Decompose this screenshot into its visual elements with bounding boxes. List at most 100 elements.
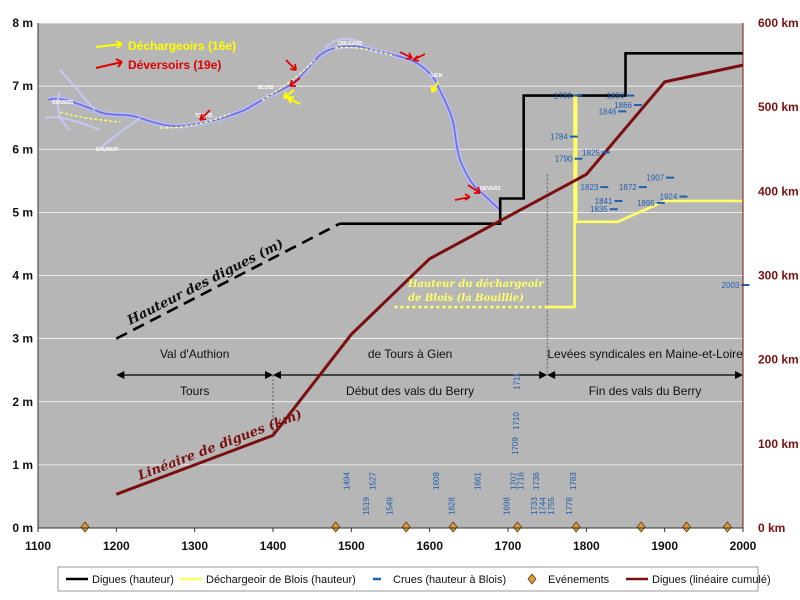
y-right-tick-label: 500 km — [758, 100, 799, 114]
event-marker-icon — [448, 521, 458, 533]
flood-year-label: 1866 — [614, 101, 632, 110]
map-tributaries — [44, 37, 361, 149]
flood-year-label: 1825 — [582, 148, 600, 157]
series-layer — [115, 52, 744, 496]
event-year-label: 1710 — [512, 412, 521, 430]
y-left-tick-label: 5 m — [12, 205, 33, 219]
event-year-label: 1549 — [386, 497, 395, 515]
x-tick-label: 1800 — [573, 539, 600, 553]
legend-label: Digues (linéaire cumulé) — [652, 574, 771, 586]
zone-band-2-arrow-right-icon — [735, 371, 743, 379]
event-marker-icon — [401, 521, 411, 533]
y-right-tick-label: 600 km — [758, 16, 799, 30]
legend-label: Evénements — [548, 574, 610, 586]
event-year-label: 1707 — [509, 472, 518, 490]
event-year-label: 1628 — [448, 497, 457, 515]
event-year-labels: 1494 1519 1527 1549 1608 1628 1661 1698 17071716… — [343, 372, 578, 515]
annotation-dechargeoir-line2: de Blois (la Bouillie) — [408, 293, 524, 304]
event-year-label: 1716 — [517, 472, 526, 490]
y-left-tick-label: 2 m — [12, 395, 33, 409]
map-red-arrows — [199, 51, 481, 201]
map-label-angers: ANGERS — [52, 100, 74, 106]
flood-year-label: 1789 — [554, 92, 572, 101]
legend-label: Digues (hauteur) — [92, 574, 174, 586]
x-tick-label: 1700 — [495, 539, 522, 553]
flood-year-label: 1823 — [581, 183, 599, 192]
y-left-tick-label: 4 m — [12, 269, 33, 283]
y-right-tick-label: 100 km — [758, 437, 799, 451]
y-left-tick-label: 1 m — [12, 458, 33, 472]
legend-items: Digues (hauteur) Déchargeoir de Blois (ha… — [66, 573, 771, 586]
event-year-label: 1736 — [532, 472, 541, 490]
x-tick-label: 1100 — [25, 539, 51, 553]
event-year-label: 1527 — [368, 472, 377, 490]
series-line-0 — [115, 222, 341, 340]
map-yellow-arrows — [283, 81, 439, 105]
event-year-label: 1709 — [511, 437, 520, 455]
flood-year-label: 1907 — [646, 174, 664, 183]
zone-band-2-arrow-left-icon — [547, 371, 556, 379]
event-marker-icon — [636, 521, 646, 533]
flood-year-label: 1856 — [606, 92, 624, 101]
zone-lower-label: Début des vals du Berry — [346, 384, 474, 398]
event-year-label: 1778 — [565, 497, 574, 515]
annotation-dechargeoir-line1: Hauteur du déchargeoir — [407, 279, 544, 290]
map-levee-highlights — [59, 46, 396, 129]
flood-year-label: 1835 — [590, 205, 608, 214]
map-key-deversoirs: Déversoirs (19e) — [128, 58, 221, 72]
y-left-tick-label: 7 m — [12, 79, 33, 93]
map-key-dechargeoirs: Déchargeoirs (16e) — [128, 39, 236, 53]
map-key-yellow-arrow-icon — [95, 40, 123, 49]
zone-upper-label: Levées syndicales en Maine-et-Loire — [547, 347, 743, 361]
zone-upper-label: de Tours à Gien — [368, 347, 453, 361]
event-marker-icon — [682, 521, 692, 533]
series-line-4 — [115, 63, 744, 496]
loire-map-inset: ANGERS SAUMUR TOURS BLOIS ORLEANS GIEN N… — [44, 37, 502, 212]
event-year-label: 1698 — [502, 497, 511, 515]
flood-year-label: 2003 — [722, 281, 740, 290]
map-label-blois: BLOIS — [258, 85, 274, 91]
map-key: Déchargeoirs (16e) Déversoirs (19e) — [95, 39, 236, 72]
y-right-tick-label: 200 km — [758, 353, 799, 367]
event-marker-icon — [331, 521, 341, 533]
event-year-label: 1519 — [362, 497, 371, 515]
y-left-tick-label: 3 m — [12, 332, 33, 346]
event-year-label: 1783 — [569, 472, 578, 490]
x-tick-label: 1300 — [181, 539, 208, 553]
zone-band-0-arrow-right-icon — [265, 371, 273, 379]
map-river-loire-core — [47, 45, 501, 211]
y-right-tick-label: 0 km — [758, 521, 785, 535]
map-label-saumur: SAUMUR — [96, 147, 118, 153]
event-year-label: 1661 — [473, 472, 482, 490]
zone-band-1-arrow-right-icon — [539, 371, 548, 379]
x-tick-label: 1900 — [651, 539, 678, 553]
flood-year-label: 1924 — [660, 193, 678, 202]
event-year-label: 1494 — [343, 472, 352, 490]
y-left-tick-label: 0 m — [12, 521, 33, 535]
legend: Digues (hauteur) Déchargeoir de Blois (ha… — [57, 566, 771, 592]
y-left-tick-label: 8 m — [12, 16, 33, 30]
event-marker-icon — [722, 521, 732, 533]
legend-swatch-diamond-icon — [527, 573, 537, 585]
map-label-gien: GIEN — [430, 73, 443, 79]
zone-band-0-arrow-left-icon — [116, 371, 125, 379]
event-marker-icon — [512, 521, 522, 533]
y-left-tick-label: 6 m — [12, 142, 33, 156]
event-year-label: 1711 — [513, 372, 522, 390]
legend-label: Déchargeoir de Blois (hauteur) — [206, 574, 356, 586]
event-marker-icon — [571, 521, 581, 533]
map-label-nevers: NEVERS — [480, 186, 501, 192]
flood-year-label: 1841 — [595, 197, 613, 206]
event-year-label: 1733 — [530, 497, 539, 515]
event-marker-icon — [80, 521, 90, 533]
event-markers — [80, 521, 732, 533]
zone-bands: Val d'Authion de Tours à Gien Levées syndi… — [116, 174, 743, 436]
zone-lower-label: Tours — [180, 384, 209, 398]
x-tick-label: 1200 — [103, 539, 130, 553]
flood-year-label: 1846 — [599, 107, 617, 116]
x-tick-label: 1400 — [260, 539, 287, 553]
event-year-label: 1744 — [538, 497, 547, 515]
legend-label: Crues (hauteur à Blois) — [393, 574, 506, 586]
